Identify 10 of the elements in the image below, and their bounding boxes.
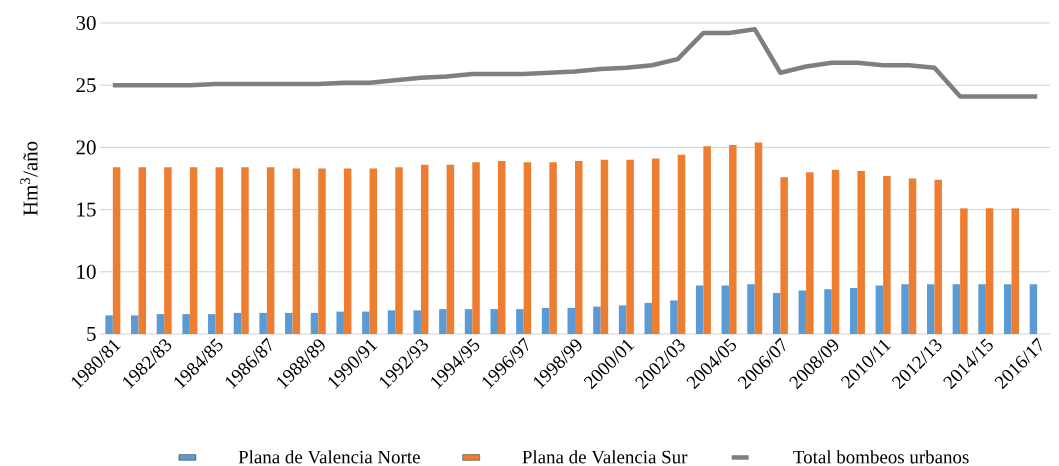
y-tick-label: 10 — [77, 264, 96, 279]
y-tick-label: 15 — [77, 202, 96, 217]
legend-label: Total bombeos urbanos — [793, 450, 969, 464]
legend-label: Plana de Valencia Sur — [522, 450, 688, 464]
y-tick-label: 20 — [76, 140, 96, 155]
legend-label: Plana de Valencia Norte — [238, 450, 420, 464]
y-tick-label: 25 — [76, 78, 96, 93]
y-tick-label: 5 — [87, 327, 96, 341]
y-axis-title: Hm$^{3}$/año — [20, 141, 38, 216]
y-tick-label: 30 — [76, 15, 96, 31]
